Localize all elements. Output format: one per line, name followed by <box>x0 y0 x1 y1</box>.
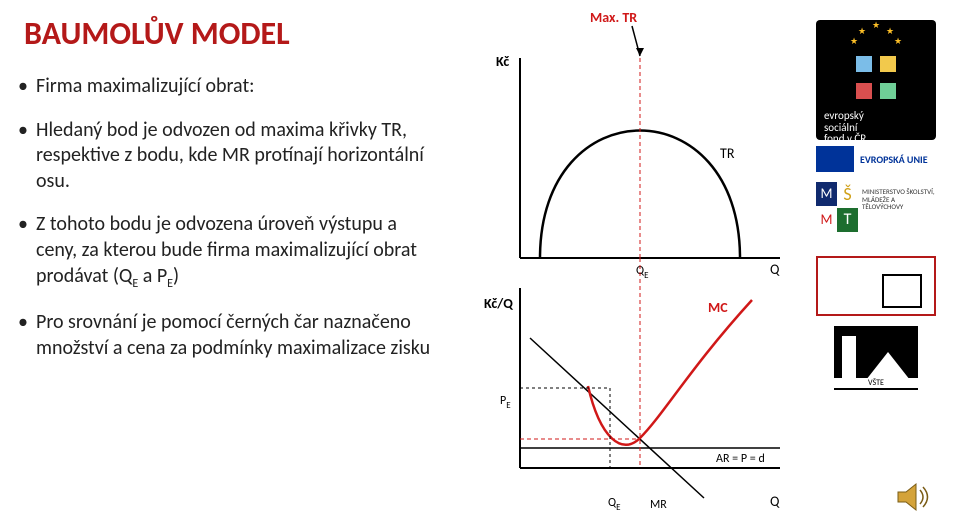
eu-label: EVROPSKÁ UNIE <box>860 153 928 166</box>
q-top-label: Q <box>770 261 780 278</box>
pe-label: PE <box>500 394 511 411</box>
qe-bottom-label: QE <box>608 496 621 513</box>
mr-line <box>530 338 704 498</box>
esf-text-1: evropský <box>824 110 930 122</box>
msmt-text: MINISTERSTVO ŠKOLSTVÍ, MLÁDEŽE A TĚLOVÝC… <box>858 182 936 246</box>
bullet-2: Hledaný bod je odvozen od maxima křivky … <box>18 118 438 195</box>
qe-top-label: QE <box>636 264 649 281</box>
vste-text: VŠTE <box>834 378 918 388</box>
max-tr-label: Max. TR <box>590 9 637 26</box>
mc-curve <box>588 300 752 445</box>
slide-title: BAUMOLŮV MODEL <box>24 14 290 53</box>
mc-label: MC <box>708 299 728 316</box>
q-bottom-label: Q <box>770 493 780 510</box>
economics-chart: Max. TR Kč TR QE Q Kč/Q AR = P = d MR MC… <box>460 8 820 518</box>
bullet-4: Pro srovnání je pomocí černých čar nazna… <box>18 310 438 361</box>
max-tr-arrow-head <box>636 48 644 56</box>
bullet-3: Z tohoto bodu je odvozena úroveň výstupu… <box>18 212 438 292</box>
bullet-list: Firma maximalizující obrat: Hledaný bod … <box>18 74 438 379</box>
esf-logo: ★ ★ ★ ★ ★ evropský sociální fond v ČR <box>816 20 936 140</box>
vste-logo: VŠTE <box>834 326 918 390</box>
kcq-label: Kč/Q <box>484 295 513 312</box>
opvk-logo <box>816 256 936 316</box>
esf-text-3: fond v ČR <box>824 133 930 145</box>
bullet-1: Firma maximalizující obrat: <box>18 74 438 100</box>
mr-label: MR <box>650 498 667 512</box>
eu-logo: EVROPSKÁ UNIE <box>816 146 936 172</box>
sponsor-logos: ★ ★ ★ ★ ★ evropský sociální fond v ČR EV… <box>816 10 946 510</box>
speaker-icon <box>896 482 932 512</box>
kc-label: Kč <box>496 53 509 70</box>
ar-label: AR = P = d <box>716 452 765 466</box>
msmt-logo: M Š M T MINISTERSTVO ŠKOLSTVÍ, MLÁDEŽE A… <box>816 182 936 246</box>
tr-label: TR <box>720 145 735 162</box>
